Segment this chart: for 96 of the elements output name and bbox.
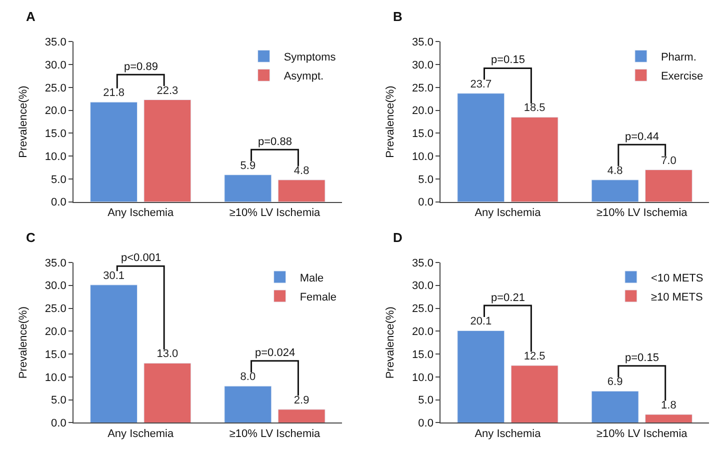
legend-label: Symptoms xyxy=(284,51,336,64)
y-tick-label: 20.0 xyxy=(44,105,66,118)
y-tick-label: 15.0 xyxy=(412,348,434,361)
x-tick-label: ≥10% LV Ischemia xyxy=(596,428,688,440)
legend-label: ≥10 METS xyxy=(650,291,703,304)
y-tick-label: 30.0 xyxy=(412,280,434,292)
y-tick-label: 10.0 xyxy=(412,150,434,163)
data-label: 21.8 xyxy=(103,87,124,100)
bar xyxy=(591,180,639,202)
annotation: p=0.44 xyxy=(625,131,659,143)
bar xyxy=(457,330,505,423)
annotation: p=0.15 xyxy=(491,54,525,66)
y-axis-title: Prevalence(%) xyxy=(384,306,397,379)
y-tick-label: 20.0 xyxy=(412,326,434,338)
annotation: p=0.024 xyxy=(255,347,296,359)
x-tick-label: Any Ischemia xyxy=(108,428,175,440)
y-tick-label: 5.0 xyxy=(418,394,434,407)
bar xyxy=(144,362,192,423)
annotation: p=0.21 xyxy=(491,292,525,304)
y-tick-label: 20.0 xyxy=(412,105,434,118)
y-tick-label: 25.0 xyxy=(412,82,434,94)
y-tick-label: 0.0 xyxy=(51,196,66,209)
y-tick-label: 0.0 xyxy=(418,418,434,430)
y-tick-label: 25.0 xyxy=(44,303,66,316)
legend-label: Female xyxy=(300,291,337,304)
legend-label: Asympt. xyxy=(284,70,324,82)
y-axis-title: Prevalence(%) xyxy=(18,306,30,379)
data-label: 4.8 xyxy=(607,164,623,177)
data-label: 7.0 xyxy=(661,154,676,167)
data-label: 6.9 xyxy=(607,376,623,388)
data-label: 12.5 xyxy=(524,350,546,362)
data-label: 1.8 xyxy=(661,399,676,412)
y-tick-label: 35.0 xyxy=(412,36,434,48)
y-tick-label: 5.0 xyxy=(418,174,434,186)
data-label: 13.0 xyxy=(156,348,178,360)
bar xyxy=(644,170,692,202)
x-tick-label: ≥10% LV Ischemia xyxy=(229,207,322,220)
data-label: 18.5 xyxy=(524,102,546,114)
bar xyxy=(591,390,639,423)
y-tick-label: 0.0 xyxy=(418,196,434,209)
y-tick-label: 30.0 xyxy=(412,59,434,72)
y-tick-label: 30.0 xyxy=(44,280,66,292)
bar xyxy=(224,386,272,423)
legend-label: <10 METS xyxy=(650,272,704,284)
y-tick-label: 35.0 xyxy=(44,257,66,270)
data-label: 2.9 xyxy=(294,394,310,406)
x-tick-label: Any Ischemia xyxy=(474,207,542,220)
data-label: 4.8 xyxy=(294,164,310,177)
annotation: p=0.88 xyxy=(258,136,292,148)
y-tick-label: 35.0 xyxy=(44,36,66,48)
chart-title: D xyxy=(393,230,402,245)
bar xyxy=(224,174,272,202)
bar xyxy=(644,414,692,423)
bar xyxy=(278,180,326,202)
y-axis-title: Prevalence(%) xyxy=(18,86,30,158)
y-tick-label: 10.0 xyxy=(44,372,66,384)
y-tick-label: 35.0 xyxy=(412,257,434,270)
y-tick-label: 10.0 xyxy=(44,150,66,163)
data-label: 20.1 xyxy=(470,316,492,328)
data-label: 30.1 xyxy=(103,270,124,282)
bar xyxy=(90,284,138,423)
y-tick-label: 30.0 xyxy=(44,59,66,72)
legend-label: Male xyxy=(300,272,324,284)
data-label: 23.7 xyxy=(470,78,492,90)
y-tick-label: 20.0 xyxy=(44,326,66,338)
bar xyxy=(90,102,138,202)
legend-label: Pharm. xyxy=(660,51,696,64)
y-axis-title: Prevalence(%) xyxy=(384,86,397,158)
y-tick-label: 25.0 xyxy=(412,303,434,316)
annotation: p=0.89 xyxy=(124,61,158,73)
bar xyxy=(457,93,505,202)
y-tick-label: 15.0 xyxy=(44,348,66,361)
x-tick-label: ≥10% LV Ischemia xyxy=(596,207,688,220)
bar xyxy=(510,116,558,202)
data-label: 5.9 xyxy=(240,160,256,172)
y-tick-label: 25.0 xyxy=(44,82,66,94)
bar xyxy=(510,365,558,423)
x-tick-label: Any Ischemia xyxy=(474,428,542,440)
chart-title: A xyxy=(26,9,36,24)
annotation: p=0.15 xyxy=(625,352,659,364)
y-tick-label: 15.0 xyxy=(412,128,434,140)
data-label: 22.3 xyxy=(156,84,178,97)
chart-title: C xyxy=(26,230,36,245)
chart-title: B xyxy=(393,9,402,24)
x-tick-label: Any Ischemia xyxy=(108,207,175,220)
y-tick-label: 5.0 xyxy=(51,394,66,407)
legend-label: Exercise xyxy=(660,70,704,82)
data-label: 8.0 xyxy=(240,371,256,384)
bar xyxy=(144,100,192,202)
x-tick-label: ≥10% LV Ischemia xyxy=(229,428,322,440)
annotation: p<0.001 xyxy=(121,252,162,264)
y-tick-label: 5.0 xyxy=(51,174,66,186)
y-tick-label: 0.0 xyxy=(51,418,66,430)
y-tick-label: 10.0 xyxy=(412,372,434,384)
bar xyxy=(278,409,326,423)
y-tick-label: 15.0 xyxy=(44,128,66,140)
